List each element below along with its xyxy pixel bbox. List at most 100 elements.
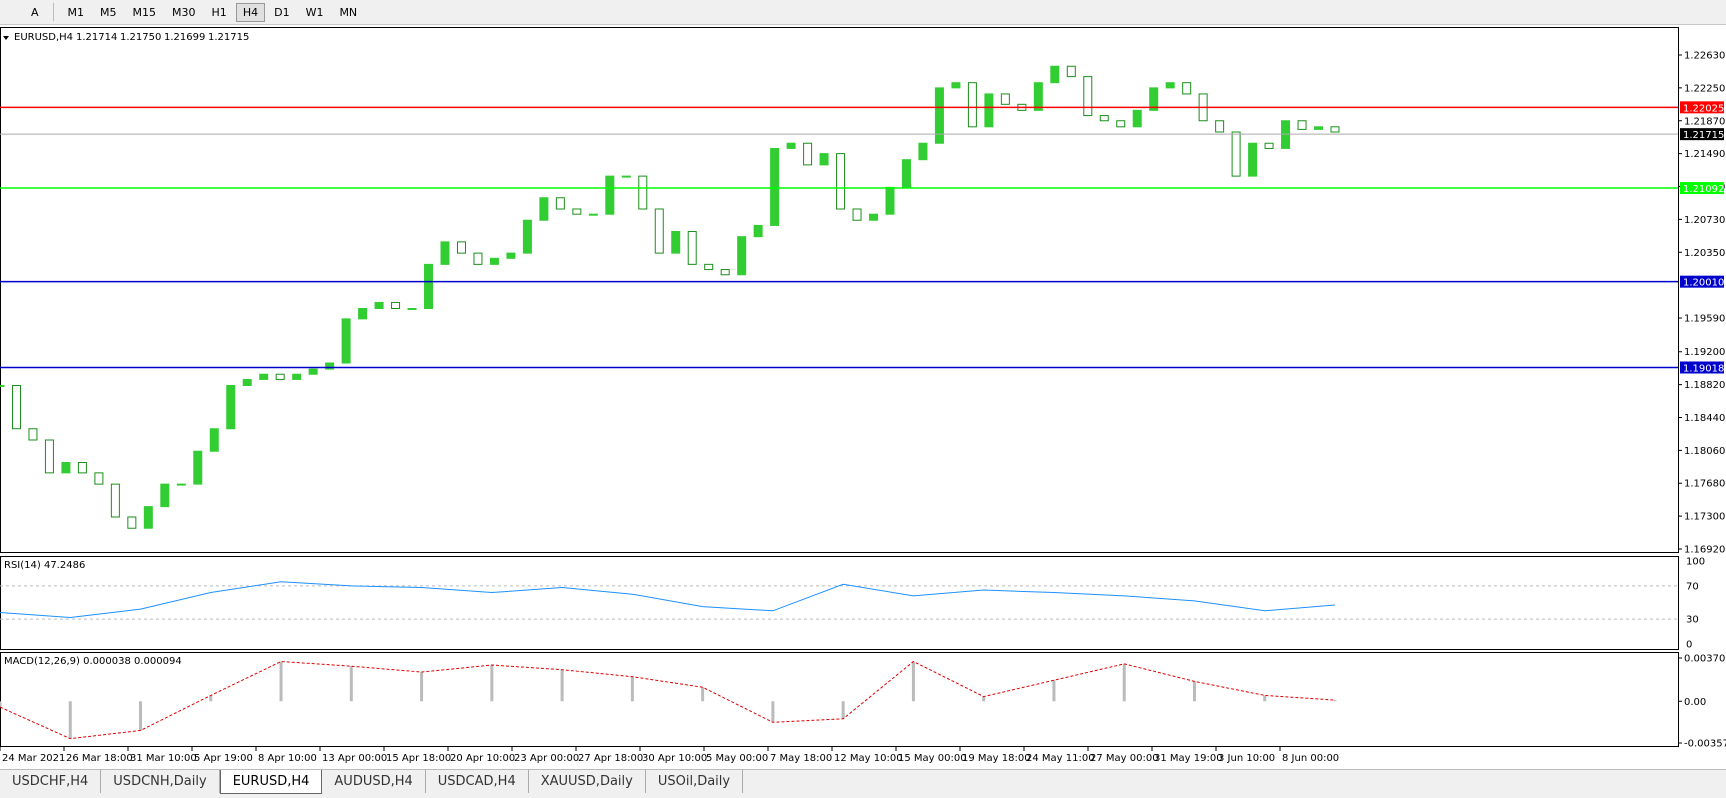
macd-tick-label: 0.003701 [1684,654,1726,665]
rsi-tick-label: 30 [1686,615,1699,626]
candle [473,252,483,265]
candle [143,506,153,529]
candle [1000,93,1010,105]
candle [786,142,796,149]
time-label: 27 May 00:00 [1090,753,1159,764]
time-label: 31 May 19:00 [1154,753,1223,764]
candle [836,153,846,210]
candle [358,307,368,320]
timeframe-button[interactable]: MN [339,5,358,19]
candle [275,373,285,380]
level-label: 1.21092 [1683,184,1724,195]
symbol-tab[interactable]: USDCNH,Daily [101,770,220,793]
separator [52,3,54,21]
time-label: 8 Jun 00:00 [1282,753,1339,764]
timeframe-button[interactable]: H1 [211,5,227,19]
level-label: 1.19018 [1683,363,1724,374]
symbol-tab[interactable]: EURUSD,H4 [219,770,323,794]
panel-frame [0,27,1679,553]
candle [1050,65,1060,84]
candle [28,428,38,441]
panel-frame [0,556,1679,650]
candle [1215,120,1225,133]
symbol-tab[interactable]: USDCAD,H4 [426,770,529,793]
candle [951,82,961,89]
rsi-tick-label: 0 [1686,640,1692,651]
candle [44,439,54,474]
time-label: 20 Apr 10:00 [450,753,515,764]
time-label: 23 Apr 00:00 [514,753,579,764]
candle [391,301,401,309]
rsi-label: RSI(14) 47.2486 [4,560,85,571]
panel-frame [0,652,1679,747]
candle [984,93,994,128]
price-tick-label: 1.19590 [1684,314,1725,325]
price-tick-label: 1.20350 [1684,248,1725,259]
price-tick-label: 1.17680 [1684,479,1725,490]
candle [1248,142,1258,177]
candle [1165,82,1175,89]
tab-bar: USDCHF,H4 USDCNH,Daily EURUSD,H4 AUDUSD,H4 U… [0,769,1726,798]
symbol-tab[interactable]: XAUUSD,Daily [529,770,646,793]
symbol-tab[interactable]: USOil,Daily [646,770,744,793]
macd-label: MACD(12,26,9) 0.000038 0.000094 [4,656,182,667]
level-label: 1.20010 [1683,278,1724,289]
timeframe-button[interactable]: W1 [305,5,324,19]
candle [720,269,730,276]
macd-signal-line [0,660,1336,740]
price-tick-label: 1.20730 [1684,215,1725,226]
candle [61,461,71,474]
candle [934,87,944,144]
candle [588,213,598,216]
chart-window: 1.226301.222501.218701.214901.211101.207… [0,27,1726,764]
timeframe-button[interactable]: D1 [274,5,290,19]
ohlc-value: 1.21699 [164,32,205,43]
symbol-tab[interactable]: AUDUSD,H4 [322,770,426,793]
text-tool[interactable]: A [31,5,39,19]
candle [522,219,532,254]
candle [1330,126,1340,133]
price-tick-label: 1.22250 [1684,83,1725,94]
candle [456,241,466,254]
rsi-line [0,581,1336,618]
ohlc-value: 1.21714 [76,32,117,43]
price-tick-label: 1.16920 [1684,545,1725,556]
candle [918,142,928,161]
candle [869,213,879,221]
time-label: 30 Apr 10:00 [642,753,707,764]
candle [654,208,664,254]
timeframe-button[interactable]: M5 [100,5,117,19]
candle [1099,115,1109,122]
candle [770,147,780,226]
candle [1066,65,1076,78]
candle [77,461,87,474]
level-label-box [1680,182,1724,195]
time-label: 12 May 10:00 [834,753,903,764]
candle [1264,142,1274,149]
candle [110,483,120,518]
time-label: 8 Apr 10:00 [258,753,317,764]
price-tick-label: 1.21490 [1684,149,1725,160]
candle [292,373,302,380]
candle [127,516,137,529]
time-label: 3 Jun 10:00 [1218,753,1275,764]
candle [308,368,318,375]
candle [1149,87,1159,111]
timeframe-button[interactable]: H4 [235,2,266,22]
candle [440,241,450,265]
symbol-tab[interactable]: USDCHF,H4 [0,770,102,793]
macd-tick-label: 0.00 [1684,697,1706,708]
timeframe-button[interactable]: M15 [132,5,157,19]
ohlc-value: 1.21750 [120,32,161,43]
collapse-arrow [3,36,9,40]
price-tick-label: 1.18440 [1684,413,1725,424]
candle [852,208,862,221]
candle [885,186,895,215]
timeframe-button[interactable]: M30 [172,5,196,19]
candle [1083,76,1093,117]
candle [737,236,747,276]
timeframe-button[interactable]: M1 [67,5,85,19]
candle [242,378,252,386]
